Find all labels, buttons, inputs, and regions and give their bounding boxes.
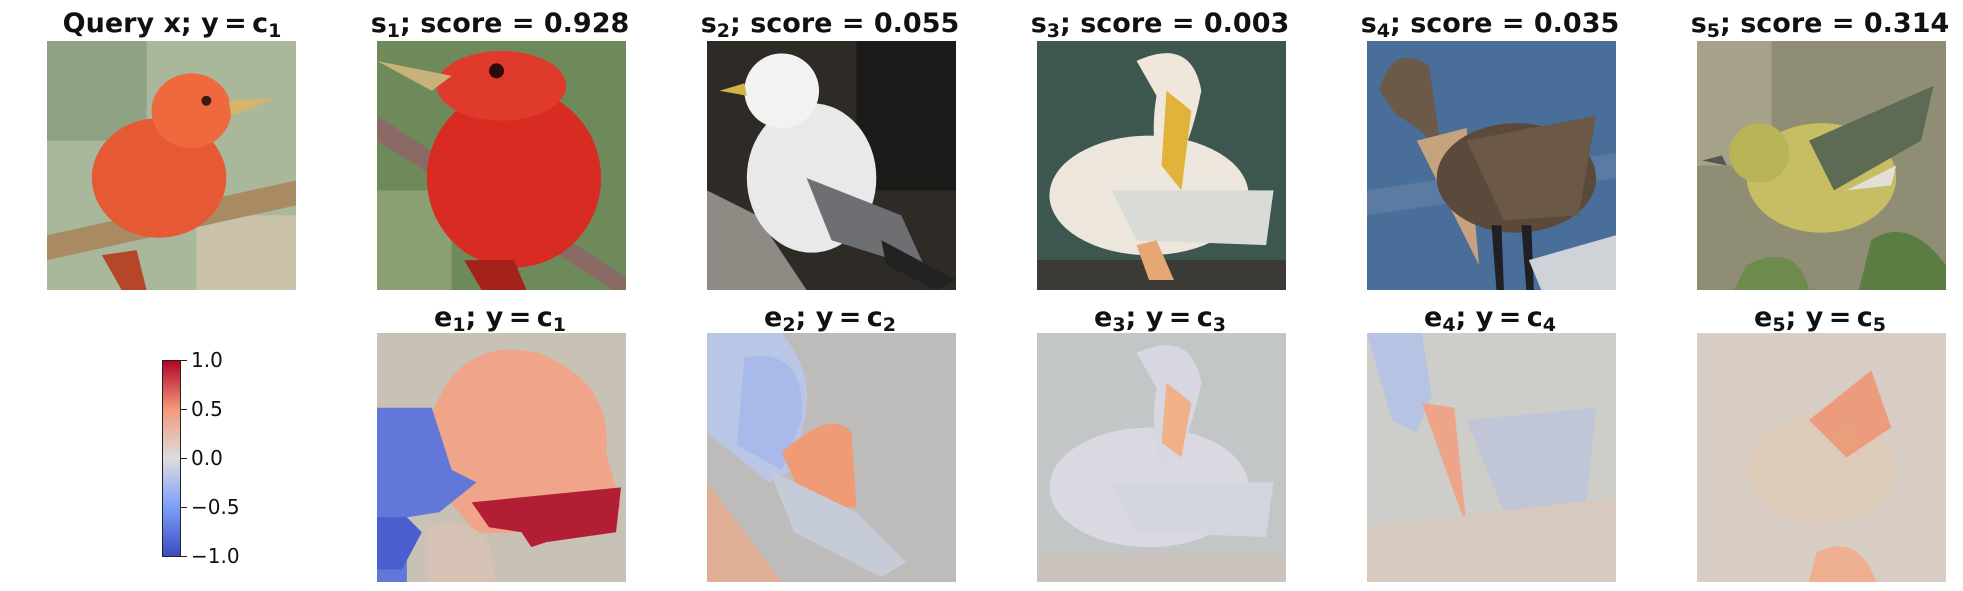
sample-image-3 [1037, 41, 1286, 290]
sample-title-4: s4; score = 0.035 [1360, 8, 1620, 42]
colorbar [162, 360, 181, 557]
explanation-title-2: e2; y = c2 [764, 302, 896, 336]
sample-title-2: s2; score = 0.055 [700, 8, 960, 42]
sample-image-5 [1697, 41, 1946, 290]
explanation-heatmap-1 [377, 333, 626, 582]
explanation-heatmap-2 [707, 333, 956, 582]
sample-image-4 [1367, 41, 1616, 290]
sample-title-3: s3; score = 0.003 [1030, 8, 1290, 42]
sample-image-1 [377, 41, 626, 290]
explanation-heatmap-5 [1697, 333, 1946, 582]
query-image [47, 41, 296, 290]
query-title: Query x; y = c1 [62, 8, 282, 42]
explanation-title-5: e5; y = c5 [1754, 302, 1886, 336]
sample-image-2 [707, 41, 956, 290]
explanation-heatmap-4 [1367, 333, 1616, 582]
sample-title-5: s5; score = 0.314 [1690, 8, 1950, 42]
sample-title-1: s1; score = 0.928 [370, 8, 630, 42]
explanation-title-1: e1; y = c1 [434, 302, 566, 336]
explanation-title-4: e4; y = c4 [1424, 302, 1556, 336]
explanation-title-3: e3; y = c3 [1094, 302, 1226, 336]
explanation-heatmap-3 [1037, 333, 1286, 582]
